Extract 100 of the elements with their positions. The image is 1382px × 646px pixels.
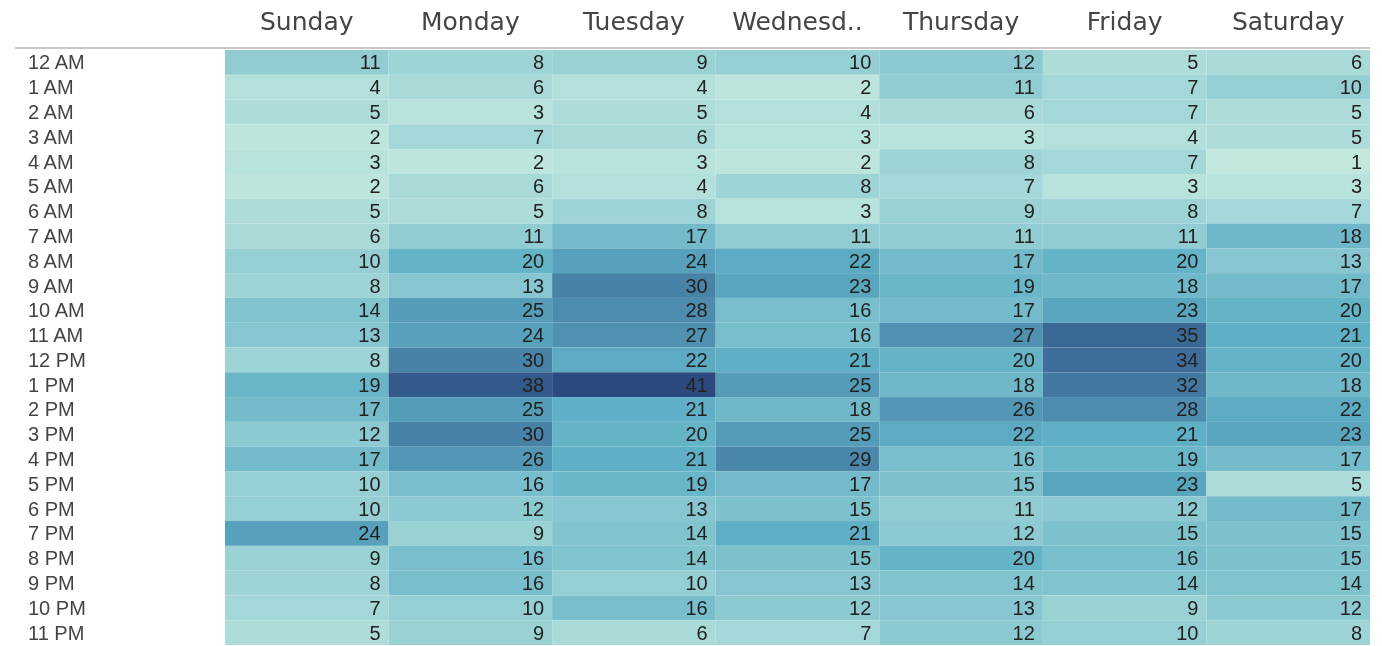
data-label: 16 [521, 547, 545, 570]
x-tick-label: Sunday [260, 7, 354, 36]
y-tick-label: 8 PM [28, 547, 75, 570]
data-label: 15 [1339, 522, 1362, 545]
data-label: 24 [358, 522, 381, 545]
data-label: 12 [1012, 621, 1035, 644]
data-label: 30 [521, 423, 545, 446]
data-label: 2 [369, 175, 381, 198]
data-label: 21 [685, 398, 708, 421]
data-label: 21 [1176, 423, 1199, 446]
data-label: 20 [1339, 299, 1362, 322]
data-label: 8 [369, 572, 381, 595]
data-label: 5 [1187, 51, 1199, 74]
data-label: 5 [533, 200, 545, 223]
data-label: 9 [1023, 200, 1035, 223]
data-label: 15 [1339, 547, 1362, 570]
data-label: 13 [1339, 249, 1362, 272]
data-label: 10 [521, 596, 545, 619]
data-label: 5 [1350, 472, 1362, 495]
data-label: 14 [1012, 572, 1035, 595]
data-label: 18 [1176, 274, 1199, 297]
data-label: 21 [849, 348, 872, 371]
y-tick-label: 4 AM [28, 150, 74, 173]
data-label: 5 [369, 621, 381, 644]
data-label: 27 [1012, 324, 1035, 347]
data-label: 14 [358, 299, 381, 322]
y-tick-label: 1 PM [28, 373, 75, 396]
data-label: 12 [358, 423, 381, 446]
data-label: 12 [521, 497, 545, 520]
data-label: 11 [1014, 224, 1035, 247]
data-label: 8 [1350, 621, 1362, 644]
data-label: 7 [533, 125, 545, 148]
data-label: 16 [685, 596, 708, 619]
data-label: 14 [685, 547, 708, 570]
data-label: 28 [1176, 398, 1199, 421]
data-label: 22 [1012, 423, 1035, 446]
y-tick-label: 8 AM [28, 249, 74, 272]
data-label: 4 [369, 76, 381, 99]
data-label: 10 [358, 249, 381, 272]
data-label: 21 [685, 448, 708, 471]
data-label: 3 [369, 150, 381, 173]
data-label: 5 [1350, 125, 1362, 148]
x-tick-label: Friday [1086, 7, 1163, 36]
data-label: 20 [1339, 348, 1362, 371]
y-tick-label: 7 PM [28, 522, 75, 545]
data-label: 14 [1339, 572, 1362, 595]
data-label: 22 [1339, 398, 1362, 421]
data-label: 25 [849, 373, 872, 396]
data-label: 11 [1177, 224, 1199, 247]
data-label: 28 [685, 299, 708, 322]
data-label: 6 [1023, 100, 1035, 123]
data-label: 18 [1012, 373, 1035, 396]
data-label: 16 [1012, 448, 1035, 471]
y-tick-label: 9 PM [28, 572, 75, 595]
data-label: 20 [1176, 249, 1199, 272]
data-label: 2 [533, 150, 545, 173]
data-label: 9 [533, 621, 545, 644]
data-label: 22 [685, 348, 708, 371]
data-label: 8 [696, 200, 708, 223]
data-label: 18 [1339, 373, 1362, 396]
data-label: 6 [696, 621, 708, 644]
data-label: 12 [1176, 497, 1199, 520]
data-label: 7 [369, 596, 381, 619]
data-label: 17 [1339, 274, 1362, 297]
data-label: 3 [1187, 175, 1199, 198]
data-label: 8 [369, 348, 381, 371]
data-label: 12 [1339, 596, 1362, 619]
data-label: 7 [1023, 175, 1035, 198]
data-label: 15 [1176, 522, 1199, 545]
y-tick-label: 1 AM [28, 76, 74, 99]
data-label: 24 [521, 324, 545, 347]
y-tick-label: 5 PM [28, 472, 75, 495]
data-label: 4 [1187, 125, 1199, 148]
data-label: 23 [1176, 299, 1199, 322]
data-label: 3 [860, 200, 872, 223]
data-label: 9 [533, 522, 545, 545]
data-label: 23 [1339, 423, 1362, 446]
data-label: 13 [521, 274, 545, 297]
data-label: 9 [369, 547, 381, 570]
data-label: 17 [1339, 497, 1362, 520]
data-label: 11 [1014, 76, 1035, 99]
data-label: 20 [685, 423, 708, 446]
x-tick-label: Tuesday [582, 7, 685, 36]
data-label: 26 [1012, 398, 1035, 421]
data-label: 7 [1187, 100, 1199, 123]
data-label: 3 [533, 100, 545, 123]
data-label: 4 [696, 175, 708, 198]
data-label: 16 [521, 472, 545, 495]
data-label: 24 [685, 249, 708, 272]
data-label: 15 [849, 497, 872, 520]
data-label: 14 [1176, 572, 1199, 595]
x-tick-label: Saturday [1231, 7, 1345, 36]
data-label: 32 [1176, 373, 1199, 396]
y-tick-label: 3 AM [28, 125, 74, 148]
data-label: 13 [849, 572, 872, 595]
data-label: 41 [685, 373, 708, 396]
data-label: 10 [1339, 76, 1362, 99]
data-label: 18 [1339, 224, 1362, 247]
y-tick-label: 6 PM [28, 497, 75, 520]
data-label: 8 [860, 175, 872, 198]
